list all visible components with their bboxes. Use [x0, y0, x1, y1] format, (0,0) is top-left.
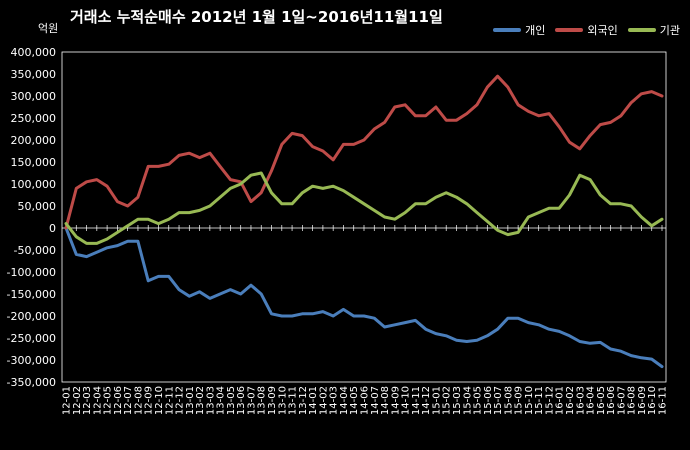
x-tick-label: 16-05	[596, 386, 607, 415]
x-tick-label: 13-06	[236, 386, 247, 415]
series-line-individual	[64, 226, 664, 369]
x-tick-label: 15-07	[493, 386, 504, 415]
y-tick-label: 400,000	[11, 46, 57, 59]
x-tick-label: 16-11	[658, 386, 669, 415]
x-tick-label: 16-08	[627, 386, 638, 415]
x-tick-label: 13-04	[216, 386, 227, 415]
x-tick-label: 12-06	[113, 386, 124, 415]
x-tick-label: 13-11	[288, 386, 299, 415]
x-tick-label: 16-06	[606, 386, 617, 415]
legend-swatch-individual	[493, 28, 522, 32]
x-tick-label: 12-03	[82, 386, 93, 415]
y-axis: 400,000 350,000 300,000 250,000 200,000 150,0…	[7, 46, 666, 389]
x-tick-label: 12-11	[164, 386, 175, 415]
chart-title: 거래소 누적순매수 2012년 1월 1일~2016년11월11일	[70, 8, 443, 26]
x-tick-label: 12-05	[103, 386, 114, 415]
x-tick-label: 15-12	[544, 386, 555, 415]
x-tick-label: 14-11	[411, 386, 422, 415]
y-tick-label: 200,000	[11, 134, 57, 147]
x-tick-label: 13-03	[205, 386, 216, 415]
x-tick-label: 15-06	[483, 386, 494, 415]
x-tick-label: 12-02	[72, 386, 83, 415]
y-tick-label: -50,000	[14, 244, 56, 257]
x-tick-label: 14-10	[401, 386, 412, 415]
legend-label-foreign: 외국인	[587, 24, 618, 37]
x-tick-label: 15-04	[462, 386, 473, 415]
y-tick-label: -100,000	[7, 266, 56, 279]
x-tick-label: 15-11	[534, 386, 545, 415]
x-tick-label: 15-03	[452, 386, 463, 415]
x-tick-label: 13-02	[195, 386, 206, 415]
y-tick-label: -350,000	[7, 376, 56, 389]
legend-item-institution: 기관	[627, 22, 680, 38]
x-tick-label: 12-01	[62, 386, 73, 415]
series-line-foreign	[64, 74, 664, 230]
x-tick-label: 14-01	[308, 386, 319, 415]
x-tick-label: 13-07	[246, 386, 257, 415]
x-tick-label: 13-05	[226, 386, 237, 415]
x-tick-label: 14-08	[380, 386, 391, 415]
y-tick-label: 0	[49, 222, 56, 235]
x-tick-label: 12-12	[175, 386, 186, 415]
legend-label-institution: 기관	[659, 24, 680, 37]
x-tick-label: 14-06	[360, 386, 371, 415]
x-tick-label: 16-07	[616, 386, 627, 415]
y-tick-label: 150,000	[11, 156, 57, 169]
x-tick-label: 14-07	[370, 386, 381, 415]
x-tick-label: 12-04	[92, 386, 103, 415]
y-tick-label: -300,000	[7, 354, 56, 367]
x-axis: 12-01 12-02 12-03 12-04 12-05 12-06 12-07 12-08…	[62, 225, 669, 415]
x-tick-label: 13-01	[185, 386, 196, 415]
x-tick-label: 15-02	[442, 386, 453, 415]
y-axis-unit-label: 억원	[38, 22, 59, 35]
series-lines	[64, 74, 664, 369]
x-tick-label: 15-08	[503, 386, 514, 415]
x-tick-label: 14-03	[329, 386, 340, 415]
y-tick-label: 300,000	[11, 90, 57, 103]
x-tick-label: 16-09	[637, 386, 648, 415]
legend-label-individual: 개인	[525, 24, 546, 37]
y-tick-label: 100,000	[11, 178, 57, 191]
x-tick-label: 16-04	[586, 386, 597, 415]
y-tick-label: -200,000	[7, 310, 56, 323]
y-tick-label: 350,000	[11, 68, 57, 81]
x-tick-label: 13-10	[277, 386, 288, 415]
y-tick-label: -150,000	[7, 288, 56, 301]
x-tick-label: 16-02	[565, 386, 576, 415]
y-tick-label: -250,000	[7, 332, 56, 345]
legend-swatch-foreign	[555, 28, 584, 32]
x-tick-label: 12-10	[154, 386, 165, 415]
legend-swatch-institution	[627, 28, 656, 32]
x-tick-label: 14-04	[339, 386, 350, 415]
x-tick-label: 16-03	[575, 386, 586, 415]
x-tick-label: 13-09	[267, 386, 278, 415]
x-tick-label: 14-05	[349, 386, 360, 415]
x-tick-label: 16-01	[555, 386, 566, 415]
x-tick-label: 14-12	[421, 386, 432, 415]
y-tick-label: 50,000	[18, 200, 57, 213]
x-tick-label: 12-08	[133, 386, 144, 415]
legend-item-individual: 개인	[493, 22, 545, 38]
series-line-institution	[64, 171, 664, 245]
x-tick-label: 15-09	[514, 386, 525, 415]
x-tick-label: 14-02	[318, 386, 329, 415]
legend-item-foreign: 외국인	[555, 22, 618, 38]
x-tick-label: 12-07	[123, 386, 134, 415]
x-tick-label: 13-08	[257, 386, 268, 415]
x-tick-label: 12-09	[144, 386, 155, 415]
legend: 개인 외국인 기관	[493, 22, 680, 38]
y-tick-label: 250,000	[11, 112, 57, 125]
x-tick-label: 16-10	[647, 386, 658, 415]
x-tick-label: 15-01	[431, 386, 442, 415]
x-tick-label: 15-05	[473, 386, 484, 415]
x-tick-label: 15-10	[524, 386, 535, 415]
plot-area	[61, 51, 667, 383]
x-tick-label: 13-12	[298, 386, 309, 415]
x-tick-label: 14-09	[390, 386, 401, 415]
